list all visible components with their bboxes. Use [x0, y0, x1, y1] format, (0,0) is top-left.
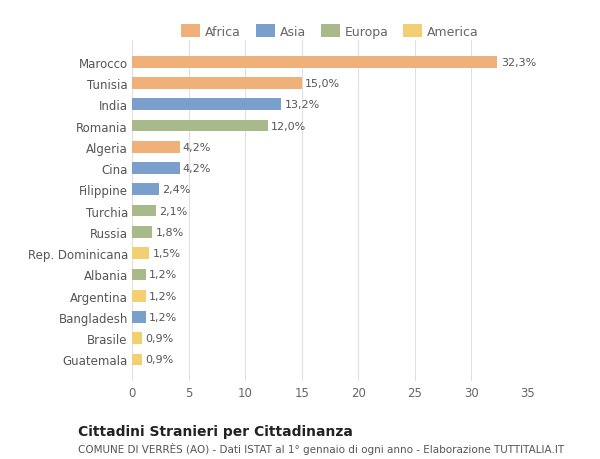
Bar — [132, 57, 497, 68]
Text: 4,2%: 4,2% — [183, 142, 211, 152]
Bar — [132, 354, 142, 365]
Bar — [132, 311, 146, 323]
Bar — [132, 120, 268, 132]
Bar — [132, 99, 281, 111]
Text: COMUNE DI VERRÈS (AO) - Dati ISTAT al 1° gennaio di ogni anno - Elaborazione TUT: COMUNE DI VERRÈS (AO) - Dati ISTAT al 1°… — [78, 442, 564, 453]
Text: 0,9%: 0,9% — [146, 334, 174, 343]
Text: 32,3%: 32,3% — [501, 57, 536, 67]
Bar — [132, 205, 156, 217]
Text: 0,9%: 0,9% — [146, 355, 174, 365]
Bar — [132, 333, 142, 344]
Text: 2,1%: 2,1% — [159, 206, 187, 216]
Text: 1,2%: 1,2% — [149, 270, 177, 280]
Text: 13,2%: 13,2% — [285, 100, 320, 110]
Text: Cittadini Stranieri per Cittadinanza: Cittadini Stranieri per Cittadinanza — [78, 425, 353, 438]
Text: 1,8%: 1,8% — [156, 227, 184, 237]
Text: 12,0%: 12,0% — [271, 121, 307, 131]
Bar — [132, 142, 179, 153]
Bar — [132, 248, 149, 259]
Bar — [132, 78, 302, 90]
Bar — [132, 227, 152, 238]
Bar — [132, 269, 146, 280]
Text: 4,2%: 4,2% — [183, 164, 211, 174]
Text: 1,2%: 1,2% — [149, 312, 177, 322]
Legend: Africa, Asia, Europa, America: Africa, Asia, Europa, America — [176, 20, 484, 44]
Bar — [132, 163, 179, 174]
Text: 2,4%: 2,4% — [163, 185, 191, 195]
Bar — [132, 184, 159, 196]
Text: 15,0%: 15,0% — [305, 79, 340, 89]
Bar — [132, 290, 146, 302]
Text: 1,5%: 1,5% — [152, 249, 181, 258]
Text: 1,2%: 1,2% — [149, 291, 177, 301]
